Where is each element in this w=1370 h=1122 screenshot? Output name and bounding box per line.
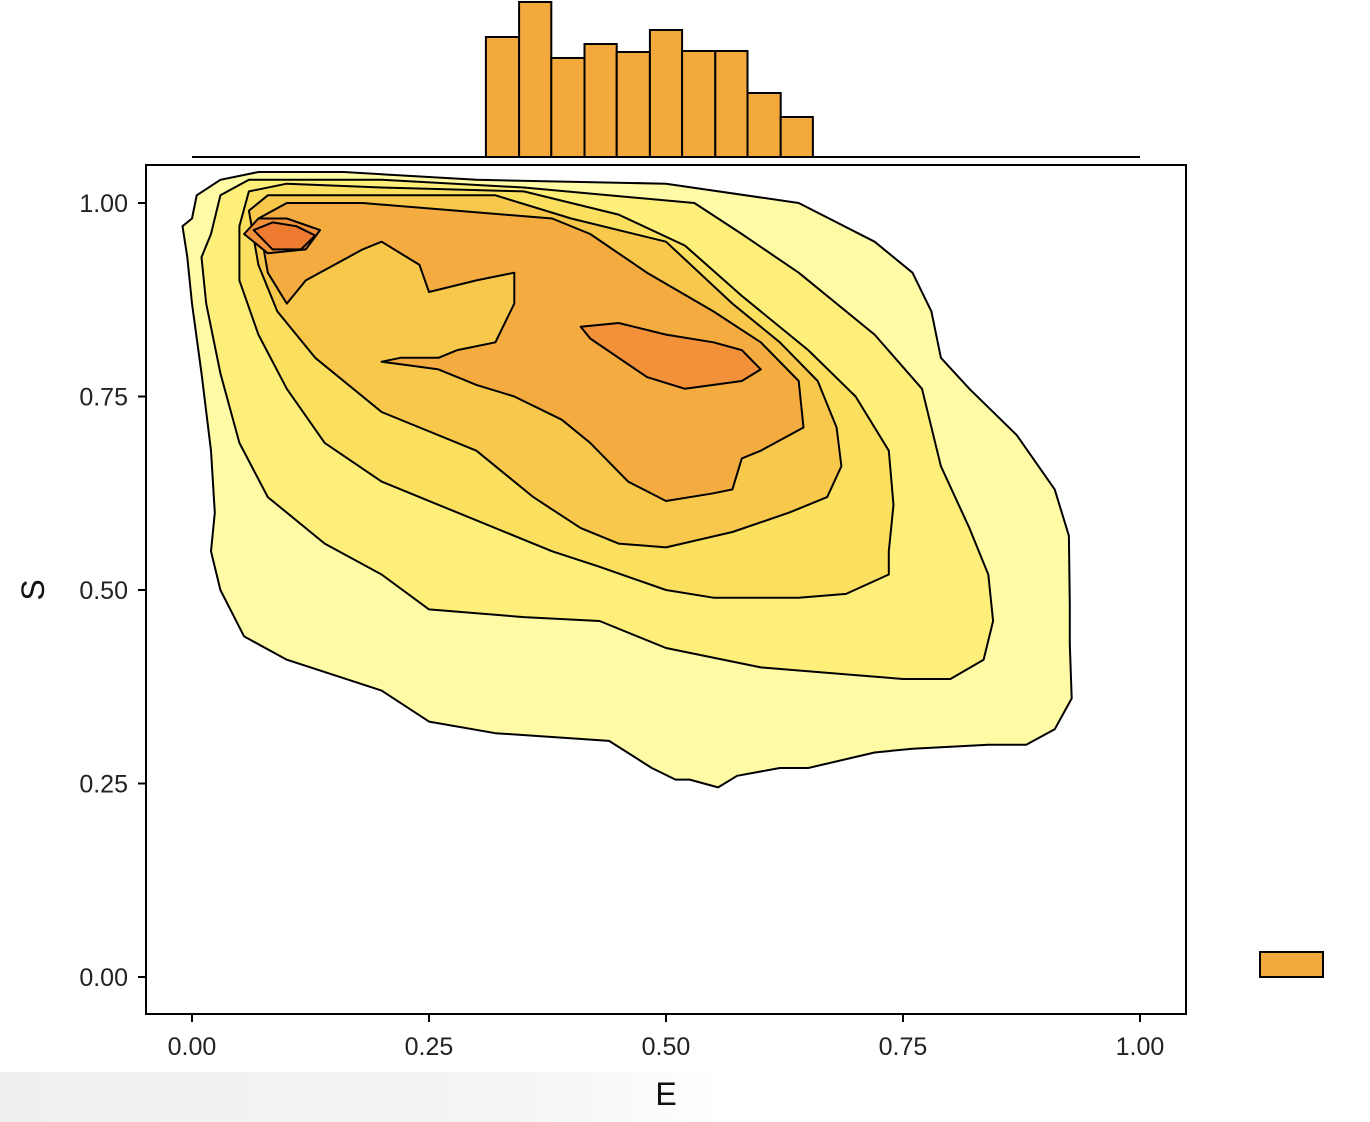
legend-swatch — [1259, 951, 1324, 978]
contour-layers — [181, 171, 1073, 789]
y-tick-label: 0.50 — [79, 577, 128, 605]
y-tick-label: 1.00 — [79, 190, 128, 218]
y-tick-label: 0.00 — [79, 964, 128, 992]
histogram-bar-1 — [518, 1, 553, 158]
x-tick-label: 1.00 — [1116, 1033, 1165, 1061]
contour-level-5-region-0 — [257, 202, 805, 502]
y-tick-label: 0.75 — [79, 384, 128, 412]
y-axis-title: S — [15, 579, 51, 600]
bottom-shadow-strip — [0, 1072, 720, 1122]
histogram-bar-8 — [746, 92, 782, 158]
histogram-bar-6 — [681, 50, 717, 158]
y-axis: 0.00 0.25 0.50 0.75 1.00 — [79, 190, 146, 992]
histogram-bar-4 — [615, 51, 651, 158]
histogram-bar-9 — [779, 116, 814, 158]
y-tick-label: 0.25 — [79, 771, 128, 799]
histogram-bar-0 — [484, 36, 521, 158]
contour-level-7-region-0 — [252, 221, 317, 251]
histogram-bar-5 — [648, 29, 684, 158]
contour-level-6-region-0 — [579, 322, 762, 390]
x-axis-title: E — [655, 1076, 676, 1112]
histogram-bar-7 — [714, 50, 749, 158]
marginal-histogram — [484, 1, 814, 158]
x-tick-label: 0.25 — [405, 1033, 454, 1061]
x-tick-label: 0.50 — [642, 1033, 691, 1061]
x-axis: 0.00 0.25 0.50 0.75 1.00 — [168, 1014, 1165, 1061]
x-tick-label: 0.75 — [879, 1033, 928, 1061]
x-tick-label: 0.00 — [168, 1033, 217, 1061]
histogram-bar-2 — [550, 57, 586, 158]
histogram-bar-3 — [583, 43, 618, 158]
